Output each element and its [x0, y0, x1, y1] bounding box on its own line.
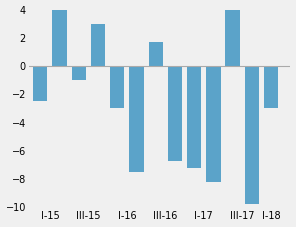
Bar: [226, 10, 240, 66]
Bar: [168, 66, 182, 161]
Bar: [129, 66, 144, 172]
Bar: [110, 66, 124, 109]
Bar: [52, 10, 67, 66]
Bar: [206, 66, 221, 182]
Bar: [264, 66, 279, 109]
Bar: [187, 66, 202, 168]
Bar: [149, 42, 163, 66]
Bar: [245, 66, 259, 205]
Bar: [33, 66, 47, 101]
Bar: [72, 66, 86, 80]
Bar: [91, 24, 105, 66]
